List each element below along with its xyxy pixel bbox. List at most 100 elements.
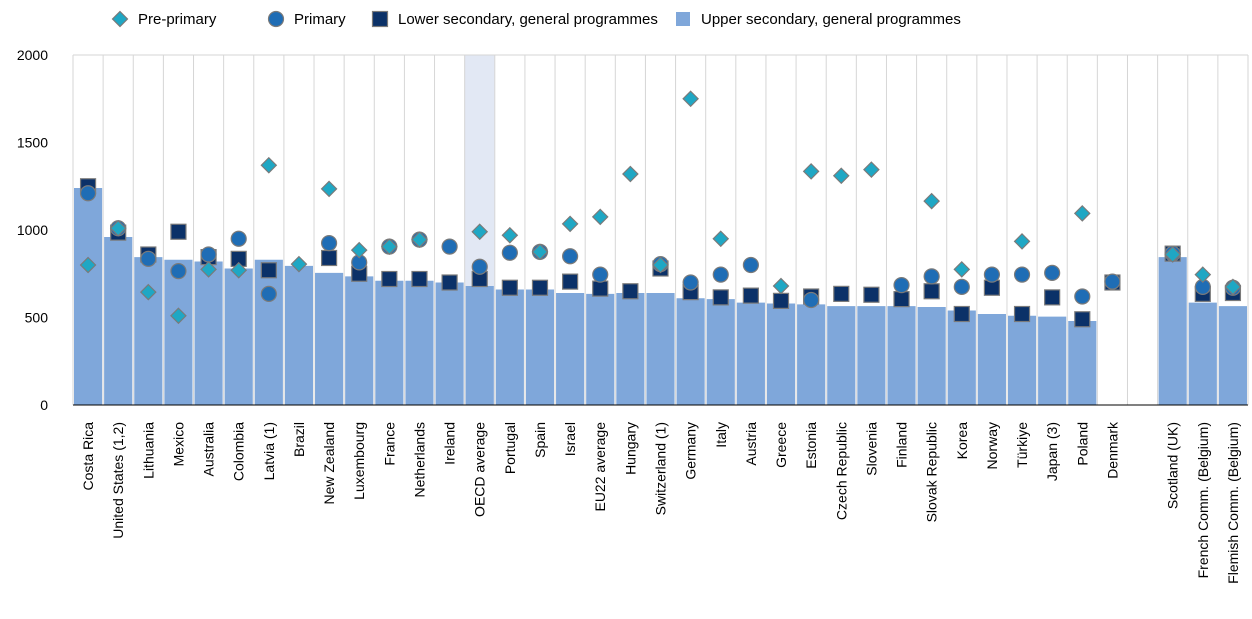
circle-marker-primary-denmark [1104, 273, 1121, 290]
bar-upper-secondary-oecd-average [465, 286, 494, 405]
diamond-marker-pre-primary-spain [531, 243, 549, 261]
x-tick-label: France [381, 422, 397, 466]
legend-label: Lower secondary, general programmes [398, 11, 658, 28]
diamond-marker-pre-primary-australia [200, 261, 217, 278]
square-marker-lower-secondary-general-programmes-austria [742, 287, 759, 304]
square-marker-lower-secondary-general-programmes-italy [712, 289, 729, 306]
x-tick-label: Lithuania [140, 422, 156, 479]
bar-upper-secondary-italy [706, 299, 735, 405]
bar-upper-secondary-flemish-comm-belgium [1218, 306, 1247, 405]
bar-upper-secondary-costa-rica [74, 188, 103, 405]
diamond-marker-pre-primary-scotland-uk [1164, 246, 1182, 263]
y-tick-label: 2000 [17, 47, 48, 63]
legend-swatch-primary [267, 10, 285, 28]
x-tick-label: United States (1,2) [110, 422, 126, 539]
circle-marker-primary-norway [983, 266, 1001, 283]
square-marker-lower-secondary-general-programmes-portugal [501, 279, 518, 296]
square-marker-lower-secondary-general-programmes-czech-republic [833, 285, 850, 302]
square-marker-lower-secondary-general-programmes-latvia-1 [260, 262, 277, 279]
square-marker-lower-secondary-general-programmes-mexico [170, 223, 187, 240]
bar-upper-secondary-ireland [435, 282, 464, 405]
circle-marker-primary-korea [953, 278, 970, 295]
square-marker-lower-secondary-general-programmes-finland [893, 291, 910, 308]
bar-upper-secondary-mexico [164, 259, 193, 405]
legend-label: Upper secondary, general programmes [701, 11, 961, 28]
bar-upper-secondary-estonia [797, 304, 826, 405]
bar-upper-secondary-israel [556, 293, 585, 405]
y-tick-label: 1500 [17, 135, 48, 151]
circle-marker-primary-new-zealand [320, 235, 338, 252]
bar-upper-secondary-colombia [224, 268, 253, 405]
bar-upper-secondary-poland [1068, 321, 1097, 405]
bar-upper-secondary-switzerland-1 [646, 293, 675, 405]
x-tick-label: Scotland (UK) [1165, 422, 1181, 509]
diamond-marker-pre-primary-france [380, 238, 398, 255]
plot-area: 0 500 1000 1500 2000 Costa Rica United States … [17, 47, 1249, 584]
square-marker-lower-secondary-general-programmes-t-rkiye [1013, 305, 1031, 323]
diamond-marker-pre-primary-hungary [622, 165, 639, 183]
bar-upper-secondary-norway [977, 314, 1006, 405]
bar-upper-secondary-netherlands [405, 280, 434, 405]
diamond-marker-pre-primary-israel [561, 215, 579, 233]
y-tick-label: 500 [25, 310, 49, 326]
square-marker-lower-secondary-general-programmes-spain [531, 279, 549, 296]
diamond-marker-pre-primary-korea [953, 261, 971, 278]
circle-marker-primary-ireland [441, 238, 458, 255]
x-tick-label: Türkiye [1014, 422, 1030, 468]
bar-upper-secondary-scotland-uk [1158, 257, 1187, 405]
bar-upper-secondary-eu22-average [586, 293, 615, 405]
bar-upper-secondary-czech-republic [827, 306, 856, 405]
circle-marker-primary-lithuania [140, 250, 157, 267]
x-tick-label: Estonia [803, 422, 819, 469]
square-marker-lower-secondary-general-programmes-slovak-republic [923, 283, 940, 300]
diamond-marker-pre-primary-flemish-comm-belgium [1224, 278, 1242, 296]
x-tick-label: Luxembourg [351, 422, 367, 500]
circle-marker-primary-germany [682, 274, 699, 291]
diamond-marker-pre-primary-luxembourg [350, 241, 368, 259]
diamond-marker-pre-primary-slovak-republic [923, 192, 941, 210]
legend-label: Pre-primary [138, 11, 217, 28]
legend-swatch-lower-secondary-general-programmes [371, 10, 389, 28]
circle-marker-primary-t-rkiye [1013, 266, 1031, 283]
diamond-marker-pre-primary-germany [682, 90, 699, 108]
x-tick-label: Austria [743, 422, 759, 466]
bar-upper-secondary-japan-3 [1038, 316, 1067, 405]
circle-marker-primary-eu22-average [592, 266, 609, 283]
x-tick-label: Italy [713, 422, 729, 448]
diamond-marker-pre-primary-t-rkiye [1013, 233, 1031, 250]
diamond-marker-pre-primary-portugal [501, 226, 519, 244]
bar-upper-secondary-united-states-1-2 [104, 237, 133, 405]
square-marker-lower-secondary-general-programmes-israel [562, 273, 579, 290]
diamond-marker-pre-primary-poland [1073, 205, 1091, 222]
diamond-marker-pre-primary-switzerland-1 [652, 256, 669, 274]
bar-upper-secondary-luxembourg [345, 276, 374, 405]
circle-marker-primary-austria [742, 256, 759, 274]
circle-marker-primary-colombia [230, 230, 247, 247]
x-tick-label: Portugal [502, 422, 518, 474]
x-tick-label: Slovenia [863, 422, 879, 476]
square-marker-lower-secondary-general-programmes-france [381, 270, 398, 288]
x-tick-label: Greece [773, 422, 789, 468]
circle-marker-primary-australia [200, 246, 217, 263]
bar-upper-secondary-slovak-republic [917, 307, 946, 405]
square-marker-lower-secondary-general-programmes-netherlands [411, 270, 428, 288]
diamond-marker-pre-primary-italy [712, 230, 730, 248]
circle-marker-primary-italy [712, 266, 729, 283]
x-tick-label: French Comm. (Belgium) [1195, 422, 1211, 578]
square-marker-lower-secondary-general-programmes-japan-3 [1044, 289, 1061, 306]
bar-upper-secondary-finland [887, 306, 916, 405]
x-tick-label: Mexico [170, 422, 186, 467]
x-tick-label: EU22 average [592, 422, 608, 512]
x-tick-label: Japan (3) [1044, 422, 1060, 481]
x-tick-label: Switzerland (1) [653, 422, 669, 515]
x-tick-label: OECD average [472, 422, 488, 517]
x-tick-label: New Zealand [321, 422, 337, 505]
x-tick-label: Flemish Comm. (Belgium) [1225, 422, 1241, 584]
y-tick-label: 1000 [17, 222, 48, 238]
circle-marker-primary-portugal [501, 244, 518, 261]
circle-marker-primary-mexico [170, 263, 187, 280]
bar-upper-secondary-t-rkiye [1007, 315, 1037, 405]
x-tick-label: Australia [201, 422, 217, 477]
circle-marker-primary-latvia-1 [260, 285, 277, 302]
